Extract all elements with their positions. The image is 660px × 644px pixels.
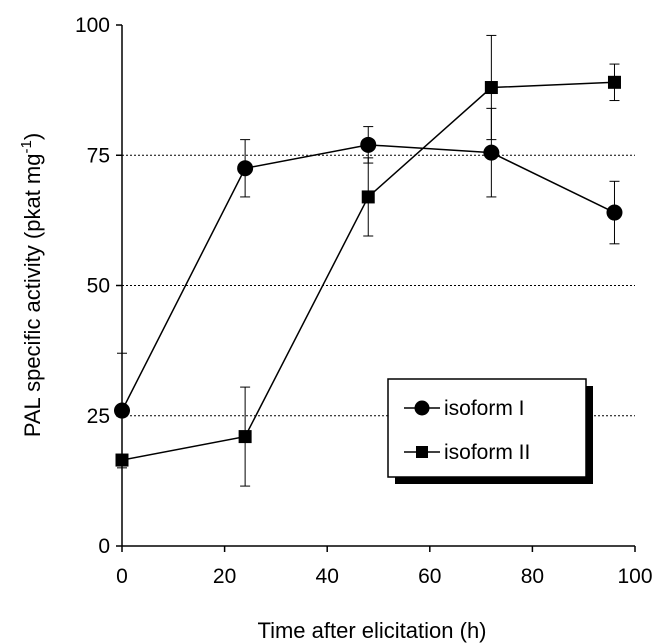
data-point-2-3 (484, 81, 498, 95)
x-tick-label-0: 0 (116, 565, 128, 588)
y-ticks: 0 25 50 75 100 (75, 14, 122, 558)
legend-label-isoform-1: isoform I (444, 397, 525, 420)
x-tick-label-40: 40 (316, 565, 339, 588)
data-point-2-1 (238, 430, 252, 444)
data-point-1-1 (237, 160, 254, 177)
legend-box (387, 378, 587, 478)
data-point-1-4 (606, 204, 623, 221)
data-point-2-4 (607, 75, 621, 89)
y-tick-label-100: 100 (75, 14, 110, 37)
data-point-1-0 (114, 402, 130, 419)
x-tick-label-60: 60 (418, 565, 441, 588)
x-tick-label-80: 80 (521, 565, 544, 588)
y-axis-title-close: ) (20, 133, 45, 140)
y-tick-label-0: 0 (98, 535, 110, 558)
x-tick-label-20: 20 (213, 565, 236, 588)
y-tick-label-50: 50 (87, 275, 110, 298)
legend-marker-isoform-1 (414, 400, 430, 416)
series-2 (115, 34, 621, 487)
grid-lines (122, 154, 635, 417)
x-ticks: 0 20 40 60 80 100 (116, 546, 653, 588)
data-point-2-0 (115, 453, 129, 467)
data-point-1-3 (483, 144, 500, 161)
data-point-2-2 (361, 190, 375, 204)
y-axis-title-main: PAL specific activity (pkat mg (20, 154, 45, 438)
x-tick-label-100: 100 (617, 565, 652, 588)
legend-marker-isoform-2 (416, 446, 428, 458)
y-tick-label-25: 25 (87, 405, 110, 428)
y-tick-label-75: 75 (87, 144, 110, 167)
series-layer (114, 34, 623, 487)
data-point-1-2 (360, 136, 377, 153)
x-axis-title: Time after elicitation (h) (257, 618, 486, 643)
y-axis-title-superscript: -1 (18, 140, 35, 153)
y-axis-title: PAL specific activity (pkat mg-1) (18, 133, 45, 437)
legend: isoform I isoform II (387, 378, 593, 484)
legend-label-isoform-2: isoform II (444, 441, 530, 464)
